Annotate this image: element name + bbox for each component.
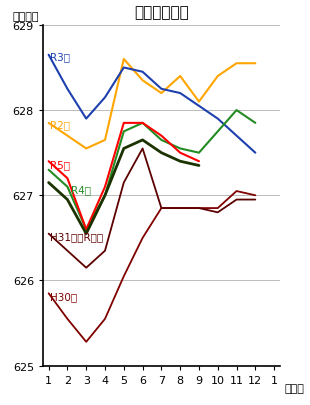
Text: H31年・R元年: H31年・R元年 <box>50 232 103 242</box>
Title: 月別人口推移: 月別人口推移 <box>134 6 189 21</box>
Text: R3年: R3年 <box>50 52 69 62</box>
Text: H30年: H30年 <box>50 291 77 301</box>
Text: （万人）: （万人） <box>12 13 39 22</box>
Text: R4年: R4年 <box>71 185 91 195</box>
Text: R2年: R2年 <box>50 120 69 130</box>
Text: （月）: （月） <box>285 383 304 393</box>
Text: R5年: R5年 <box>50 160 69 169</box>
